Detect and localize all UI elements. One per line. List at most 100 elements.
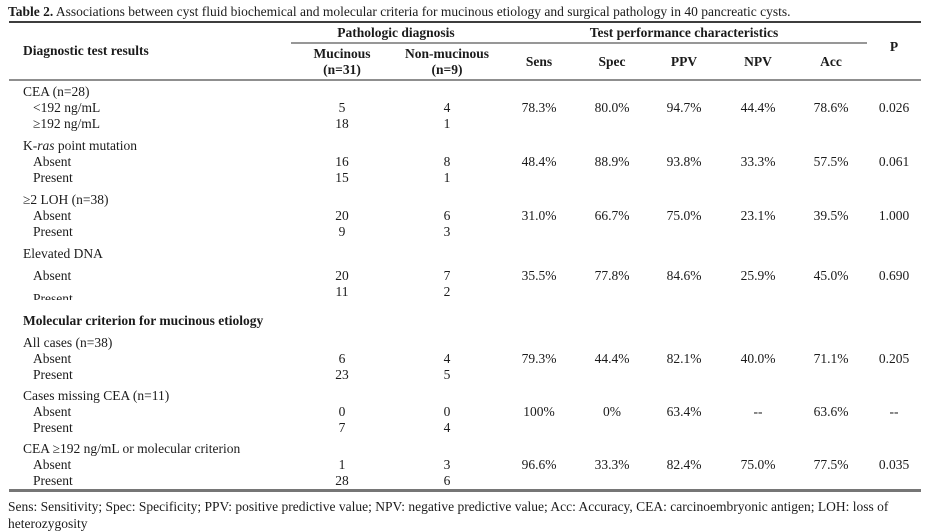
cell-acc: 78.6% (813, 100, 849, 115)
cell-spec: 33.3% (594, 457, 630, 472)
cell-non-mucinous: 6 (443, 208, 451, 223)
data-row: Present 28 6 (9, 473, 921, 491)
row-label-cell: Absent (9, 154, 291, 170)
data-row: Absent 6 4 79.3% 44.4% 82.1% 40.0% 71.1% 0.205 (9, 351, 921, 367)
cell-sens: 79.3% (521, 351, 557, 366)
table-title-text: Associations between cyst fluid biochemi… (55, 4, 791, 19)
cell-mucinous: 20 (335, 208, 349, 223)
cell-sens (501, 170, 577, 186)
row-label: Absent (33, 457, 72, 472)
cell-npv: -- (753, 404, 763, 419)
row-label: Present (33, 224, 73, 239)
cell-ppv: 84.6% (666, 268, 702, 283)
data-row: Present 11 2 (9, 284, 921, 300)
column-header-npv: NPV (744, 53, 772, 69)
cell-mucinous: 11 (335, 284, 349, 299)
cell-p: 0.061 (878, 154, 910, 169)
cell-spec (577, 420, 647, 436)
cell-sens (501, 473, 577, 491)
cell-non-mucinous: 1 (443, 170, 451, 185)
cell-sens: 31.0% (521, 208, 557, 223)
cell-p (867, 420, 921, 436)
cell-spec (577, 224, 647, 240)
cell-acc: 63.6% (813, 404, 849, 419)
row-label-cell: Absent (9, 404, 291, 420)
column-group-pathologic-diagnosis: Pathologic diagnosis (291, 22, 501, 44)
cell-ppv (647, 116, 721, 132)
row-label: Present (33, 420, 73, 435)
cell-npv: 44.4% (740, 100, 776, 115)
data-row: Present 15 1 (9, 170, 921, 186)
column-header-sens: Sens (525, 53, 553, 69)
cell-mucinous: 16 (335, 154, 349, 169)
section-row: Molecular criterion for mucinous etiolog… (9, 313, 921, 329)
cell-ppv (647, 170, 721, 186)
cell-non-mucinous: 8 (443, 154, 451, 169)
cell-p (867, 284, 921, 300)
cell-npv: 75.0% (740, 457, 776, 472)
cell-sens (501, 367, 577, 383)
section-label-cell: All cases (n=38) (9, 335, 921, 351)
data-row: Present 9 3 (9, 224, 921, 240)
row-label-cell: Absent (9, 351, 291, 367)
table-title: Table 2. Associations between cyst fluid… (8, 3, 924, 20)
cell-mucinous: 7 (338, 420, 346, 435)
row-label: Absent (33, 268, 72, 283)
cell-spec (577, 116, 647, 132)
column-header-spec: Spec (598, 53, 626, 69)
cell-npv: 23.1% (740, 208, 776, 223)
spacer-cell (9, 300, 921, 313)
cell-acc (795, 367, 867, 383)
row-label: Absent (33, 404, 72, 419)
row-label: Absent (33, 208, 72, 223)
data-row: Absent 20 7 35.5% 77.8% 84.6% 25.9% 45.0% 0.690 (9, 268, 921, 284)
row-label: ≥192 ng/mL (33, 116, 101, 131)
column-header-p: P (889, 39, 899, 54)
cell-non-mucinous: 6 (443, 473, 451, 488)
mucinous-label: Mucinous (313, 45, 371, 61)
row-label: CEA ≥192 ng/mL or molecular criterion (23, 441, 241, 456)
cell-p: -- (889, 404, 899, 419)
row-label-cell: Absent (9, 457, 291, 473)
results-table: Diagnostic test results Pathologic diagn… (9, 21, 921, 492)
column-group-test-performance: Test performance characteristics (501, 22, 867, 44)
cell-npv (721, 284, 795, 300)
cell-p: 0.690 (878, 268, 910, 283)
row-label: Absent (33, 351, 72, 366)
data-row: Present 23 5 (9, 367, 921, 383)
mucinous-n: (n=31) (323, 61, 361, 77)
row-label-cell: Present (9, 224, 291, 240)
table-header: Diagnostic test results Pathologic diagn… (9, 22, 921, 80)
cell-npv (721, 170, 795, 186)
cell-mucinous: 20 (335, 268, 349, 283)
cell-p: 0.026 (878, 100, 910, 115)
row-label: Absent (33, 154, 72, 169)
row-label: Present (33, 473, 73, 488)
cell-acc: 39.5% (813, 208, 849, 223)
section-row: Cases missing CEA (n=11) (9, 388, 921, 404)
cell-mucinous: 5 (338, 100, 346, 115)
cell-npv (721, 420, 795, 436)
table-number-label: Table 2. (8, 4, 54, 19)
cell-spec: 80.0% (594, 100, 630, 115)
cell-ppv (647, 420, 721, 436)
row-label-cell: Present (9, 170, 291, 186)
cell-non-mucinous: 4 (443, 100, 451, 115)
data-row: Present 7 4 (9, 420, 921, 436)
cell-sens: 35.5% (521, 268, 557, 283)
section-label-cell: Molecular criterion for mucinous etiolog… (9, 313, 921, 329)
cell-mucinous: 9 (338, 224, 346, 239)
non-mucinous-n: (n=9) (431, 61, 463, 77)
cell-sens: 78.3% (521, 100, 557, 115)
cell-p: 0.035 (878, 457, 910, 472)
cell-acc (795, 116, 867, 132)
column-header-ppv: PPV (670, 53, 698, 69)
row-label: K-ras point mutation (23, 138, 138, 153)
data-row: Absent 0 0 100% 0% 63.4% -- 63.6% -- (9, 404, 921, 420)
cell-acc: 77.5% (813, 457, 849, 472)
row-label: Cases missing CEA (n=11) (23, 388, 170, 403)
cell-mucinous: 6 (338, 351, 346, 366)
cell-non-mucinous: 0 (443, 404, 451, 419)
cell-npv: 25.9% (740, 268, 776, 283)
row-label-cell: <192 ng/mL (9, 100, 291, 116)
